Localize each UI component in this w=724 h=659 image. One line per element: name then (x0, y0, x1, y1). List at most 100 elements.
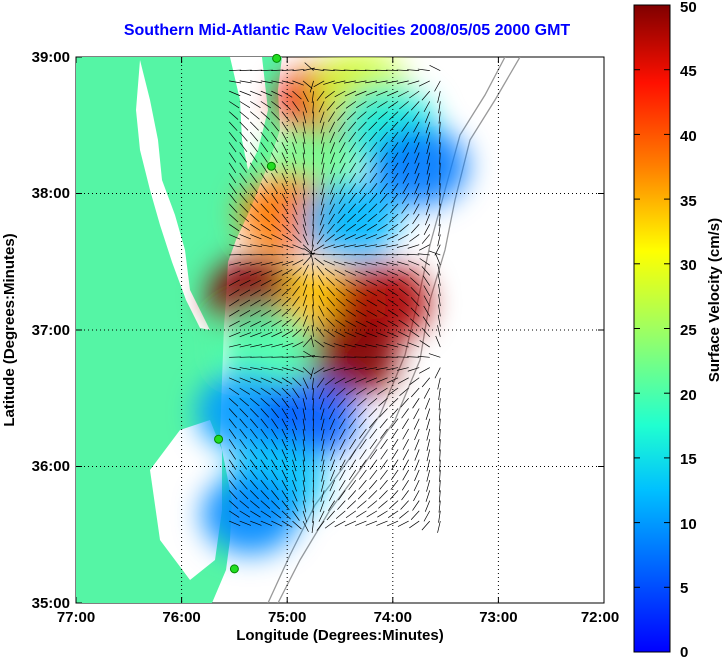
velocity-vector (281, 152, 288, 164)
velocity-vector (409, 329, 420, 338)
velocity-vector (349, 439, 357, 450)
velocity-vector (292, 480, 297, 492)
velocity-vector (250, 270, 262, 276)
velocity-vector (365, 80, 378, 84)
velocity-vector (281, 203, 289, 215)
velocity-vector (281, 428, 288, 440)
velocity-vector (228, 428, 237, 439)
velocity-vector (302, 337, 312, 348)
velocity-vector (365, 262, 378, 266)
velocity-vector (355, 90, 367, 96)
velocity-vector (310, 335, 314, 348)
radar-station-marker (266, 161, 276, 171)
velocity-vector (302, 490, 306, 503)
velocity-vector (281, 297, 291, 307)
velocity-vector (334, 377, 346, 384)
velocity-vector (343, 69, 356, 71)
radar-stations (214, 53, 282, 574)
velocity-vector (250, 80, 263, 84)
velocity-vector (354, 344, 367, 348)
velocity-vector (302, 398, 307, 411)
velocity-vector (311, 377, 314, 390)
velocity-vector (260, 162, 268, 173)
velocity-vector (402, 142, 409, 153)
velocity-vector (425, 490, 431, 502)
velocity-vector (271, 418, 279, 429)
velocity-vector (281, 69, 294, 71)
velocity-vector (358, 469, 367, 480)
velocity-vector (344, 234, 356, 240)
velocity-vector (414, 142, 420, 154)
velocity-vector (260, 479, 269, 490)
velocity-vector (439, 193, 441, 206)
velocity-vector (368, 490, 378, 500)
velocity-vector (260, 500, 271, 509)
velocity-vector (344, 377, 356, 384)
velocity-vector (249, 438, 258, 450)
velocity-vector (292, 101, 300, 112)
velocity-vector (228, 152, 237, 163)
velocity-vector (407, 367, 420, 372)
velocity-vector (292, 439, 297, 451)
velocity-vector (426, 449, 431, 462)
velocity-vector (438, 224, 441, 237)
velocity-vector (271, 500, 281, 510)
velocity-vector (333, 254, 346, 256)
velocity-vector (366, 101, 378, 108)
velocity-vector (419, 244, 430, 251)
velocity-vector (249, 428, 258, 439)
velocity-vector (281, 500, 290, 511)
velocity-vector (312, 314, 314, 327)
velocity-vector (348, 428, 357, 440)
velocity-vector (302, 510, 308, 523)
velocity-vector (250, 244, 263, 248)
velocity-vector (319, 398, 325, 410)
velocity-vector (320, 203, 325, 216)
velocity-vector (322, 69, 335, 71)
velocity-vector (292, 387, 300, 399)
velocity-vector (228, 162, 237, 173)
velocity-vector (260, 387, 271, 396)
velocity-vector (312, 355, 325, 358)
velocity-vector (410, 318, 420, 327)
velocity-vector (239, 397, 250, 407)
velocity-vector (229, 244, 241, 248)
velocity-vector (271, 90, 283, 97)
velocity-vector (302, 193, 306, 206)
velocity-vector (321, 469, 325, 482)
velocity-vector (344, 520, 356, 527)
velocity-vector (250, 397, 260, 407)
velocity-vector (438, 101, 441, 114)
velocity-cell (260, 378, 357, 459)
velocity-vector (414, 439, 420, 451)
velocity-vector (426, 428, 431, 441)
velocity-vector (312, 253, 325, 256)
velocity-vector (271, 183, 279, 194)
velocity-vector (380, 172, 388, 184)
velocity-vector (423, 387, 431, 399)
colorbar-tick-label: 40 (680, 128, 697, 145)
velocity-vector (345, 279, 357, 286)
velocity-vector (316, 90, 325, 101)
velocity-vector (281, 439, 288, 451)
velocity-vector (428, 250, 441, 256)
velocity-vector (321, 172, 325, 185)
velocity-vector (400, 500, 409, 510)
velocity-vector (365, 344, 378, 348)
velocity-vector (250, 367, 263, 371)
velocity-vector (310, 244, 314, 257)
velocity-vector (334, 269, 346, 276)
velocity-vector (302, 203, 306, 216)
velocity-vector (281, 356, 294, 358)
velocity-vector (313, 80, 325, 88)
velocity-vector (413, 203, 420, 215)
velocity-vector (354, 244, 367, 248)
velocity-vector (292, 306, 301, 317)
velocity-vector (399, 298, 409, 307)
velocity-vector (397, 343, 409, 348)
velocity-vector (339, 183, 346, 194)
velocity-vector (345, 387, 357, 396)
velocity-vector (250, 262, 263, 266)
velocity-vector (347, 490, 357, 500)
velocity-vector (326, 223, 335, 234)
